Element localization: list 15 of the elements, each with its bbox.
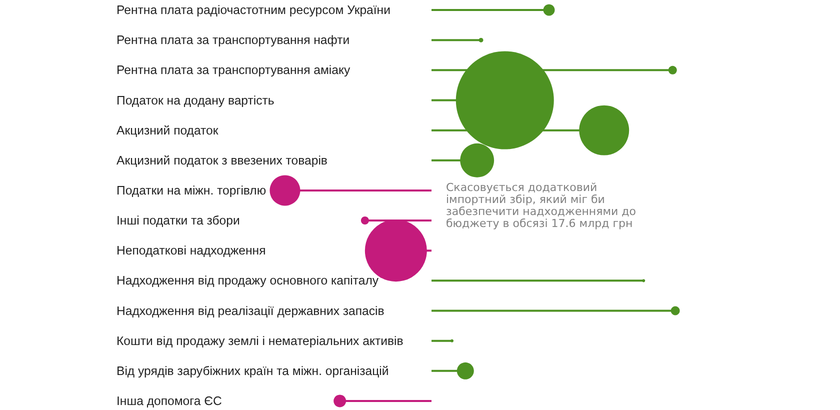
y-tick-label: Акцизний податок	[116, 123, 219, 138]
y-tick-label: Надходження від реалізації державних запасів	[116, 304, 384, 318]
y-tick-label: Рентна плата за транспортування нафти	[116, 33, 350, 48]
y-tick-label: Від урядів зарубіжних країн та міжн. організацій	[116, 364, 389, 378]
y-tick-label: Рентна плата радіочастотним ресурсом України	[116, 3, 391, 18]
y-tick-label: Інші податки та збори	[116, 214, 240, 228]
y-tick-label: Інша допомога ЄС	[116, 394, 222, 408]
y-tick-label: Податки на міжн. торгівлю	[116, 183, 266, 198]
y-tick-label: Рентна плата за транспортування аміаку	[116, 63, 352, 78]
y-tick-label: Податок на додану вартість	[116, 93, 274, 108]
annotation: Скасовується додатковий імпортний збір, який міг би забезпечити надходженнями до бюджету в обсязі 17.6 млрд грн	[446, 181, 637, 230]
y-tick-label: Неподаткові надходження	[116, 244, 266, 258]
y-tick-label: Надходження від продажу основного капіталу	[116, 274, 380, 288]
y-tick-label: Акцизний податок з ввезених товарів	[116, 153, 328, 168]
y-tick-label: Кошти від продажу землі і нематеріальних активів	[116, 334, 404, 348]
